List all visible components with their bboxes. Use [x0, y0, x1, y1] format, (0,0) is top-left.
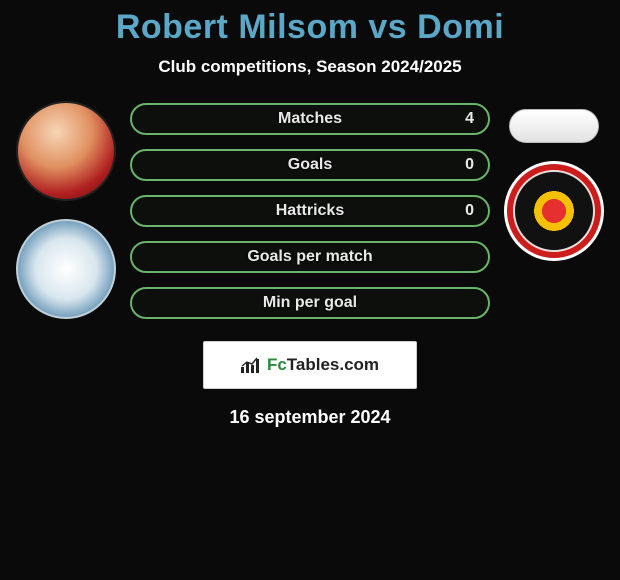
stat-row-goals: Goals 0: [130, 149, 490, 181]
player-avatar-left: [16, 101, 116, 201]
stat-row-min-per-goal: Min per goal: [130, 287, 490, 319]
stats-list: Matches 4 Goals 0 Hattricks 0 Goals per …: [126, 97, 494, 319]
stat-label: Goals per match: [247, 248, 372, 266]
stat-label: Hattricks: [276, 202, 344, 220]
brand-text: FcTables.com: [267, 355, 379, 375]
stat-label: Goals: [288, 156, 332, 174]
stat-row-matches: Matches 4: [130, 103, 490, 135]
stat-row-hattricks: Hattricks 0: [130, 195, 490, 227]
bar-chart-icon: [241, 357, 261, 373]
club-badge-right: [504, 161, 604, 261]
subtitle: Club competitions, Season 2024/2025: [0, 57, 620, 77]
stat-label: Min per goal: [263, 294, 357, 312]
player-avatar-right-placeholder: [509, 109, 599, 143]
right-column: [494, 97, 614, 261]
stat-label: Matches: [278, 110, 342, 128]
stat-row-goals-per-match: Goals per match: [130, 241, 490, 273]
comparison-card: Robert Milsom vs Domi Club competitions,…: [0, 0, 620, 428]
brand-suffix: Tables.com: [287, 355, 379, 374]
page-title: Robert Milsom vs Domi: [0, 8, 620, 47]
club-badge-left: [16, 219, 116, 319]
stat-right-value: 0: [465, 156, 474, 174]
main-row: Matches 4 Goals 0 Hattricks 0 Goals per …: [0, 97, 620, 319]
left-column: [6, 97, 126, 319]
date-label: 16 september 2024: [0, 407, 620, 428]
brand-prefix: Fc: [267, 355, 287, 374]
stat-right-value: 4: [465, 110, 474, 128]
brand-badge: FcTables.com: [203, 341, 417, 389]
stat-right-value: 0: [465, 202, 474, 220]
